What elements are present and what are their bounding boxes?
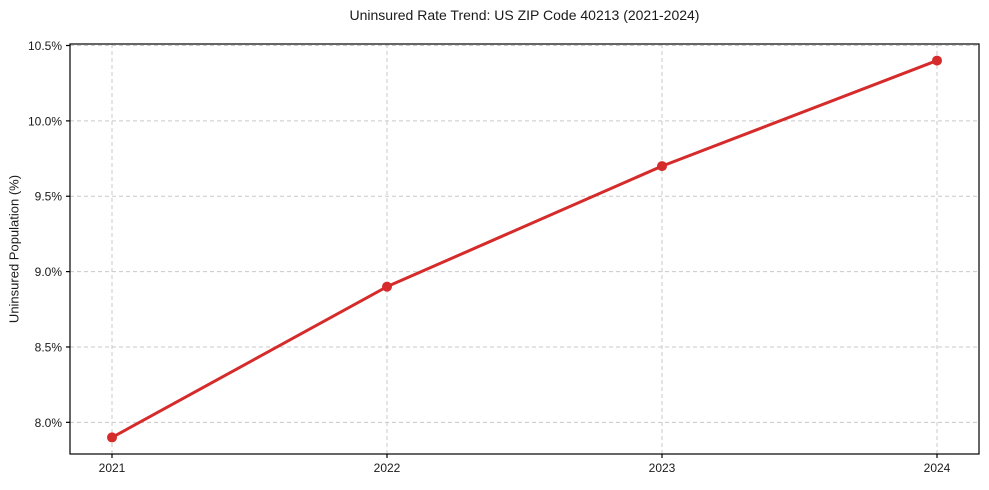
- y-tick-label: 8.0%: [35, 416, 63, 430]
- y-tick-label: 10.5%: [28, 39, 62, 53]
- y-tick-label: 9.5%: [35, 190, 63, 204]
- trend-line: [110, 59, 939, 439]
- data-point: [657, 161, 667, 172]
- y-tick-label: 8.5%: [35, 340, 63, 354]
- y-tick-label: 9.0%: [35, 265, 63, 279]
- chart-title: Uninsured Rate Trend: US ZIP Code 40213 …: [349, 7, 700, 23]
- x-tick-label: 2022: [374, 461, 401, 475]
- axes-frame: [69, 43, 980, 455]
- x-tick-label: 2024: [924, 461, 951, 475]
- data-point: [932, 55, 942, 66]
- x-tick-label: 2021: [99, 461, 126, 475]
- x-tick-label: 2023: [649, 461, 676, 475]
- data-point: [382, 281, 392, 292]
- data-point: [107, 432, 117, 443]
- y-tick-label: 10.0%: [28, 114, 62, 128]
